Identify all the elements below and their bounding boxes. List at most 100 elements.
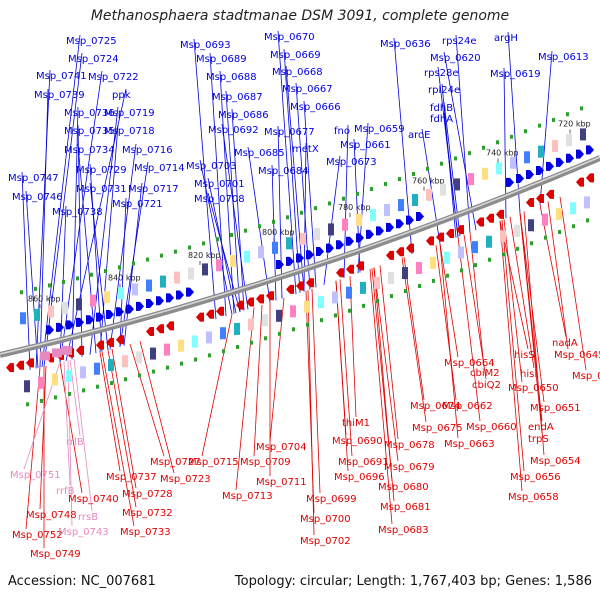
gene-label[interactable]: Msp_0651 bbox=[530, 403, 581, 414]
gene-label[interactable]: Msp_0724 bbox=[68, 54, 119, 65]
gene-label[interactable]: Msp_0716 bbox=[122, 145, 173, 156]
gene-label[interactable]: Msp_0683 bbox=[378, 525, 429, 536]
forward-gene-arrow[interactable] bbox=[316, 246, 324, 256]
gene-label[interactable]: Msp_0704 bbox=[256, 442, 307, 453]
gene-label[interactable]: Msp_0675 bbox=[412, 423, 463, 434]
forward-gene-arrow[interactable] bbox=[156, 296, 164, 306]
gene-label[interactable]: hisI bbox=[520, 369, 537, 380]
forward-gene-arrow[interactable] bbox=[186, 287, 194, 297]
gene-label[interactable]: fdhA bbox=[430, 114, 453, 125]
gene-label[interactable]: cbiQ2 bbox=[472, 380, 501, 391]
forward-gene-arrow[interactable] bbox=[96, 312, 104, 322]
gene-label[interactable]: Msp_0656 bbox=[510, 472, 561, 483]
forward-gene-arrow[interactable] bbox=[506, 177, 514, 187]
gene-label[interactable]: Msp_0645 bbox=[554, 350, 600, 361]
gene-label[interactable]: Msp_0749 bbox=[30, 549, 81, 560]
forward-gene-arrow[interactable] bbox=[376, 226, 384, 236]
gene-label[interactable]: Msp_0733 bbox=[120, 527, 171, 538]
gene-label[interactable]: Msp_0646 bbox=[572, 371, 600, 382]
gene-label[interactable]: Msp_0620 bbox=[430, 53, 481, 64]
reverse-gene-arrow[interactable] bbox=[486, 213, 494, 223]
gene-label[interactable]: Msp_0703 bbox=[186, 161, 237, 172]
gene-label[interactable]: Msp_0731 bbox=[76, 184, 127, 195]
gene-label[interactable]: Msp_0686 bbox=[218, 110, 269, 121]
forward-gene-arrow[interactable] bbox=[406, 215, 414, 225]
reverse-gene-arrow[interactable] bbox=[576, 177, 584, 187]
gene-label[interactable]: Msp_0739 bbox=[34, 90, 85, 101]
forward-gene-arrow[interactable] bbox=[106, 309, 114, 319]
forward-gene-arrow[interactable] bbox=[516, 173, 524, 183]
gene-label[interactable]: Msp_0718 bbox=[104, 126, 155, 137]
gene-label[interactable]: Msp_0715 bbox=[188, 457, 239, 468]
forward-gene-arrow[interactable] bbox=[386, 222, 394, 232]
gene-label[interactable]: fno bbox=[334, 126, 350, 137]
reverse-gene-arrow[interactable] bbox=[156, 324, 164, 334]
forward-gene-arrow[interactable] bbox=[146, 299, 154, 309]
reverse-gene-arrow[interactable] bbox=[346, 264, 354, 274]
gene-label[interactable]: rrfB bbox=[56, 486, 75, 497]
forward-gene-arrow[interactable] bbox=[76, 317, 84, 327]
forward-gene-arrow[interactable] bbox=[546, 161, 554, 171]
reverse-gene-arrow[interactable] bbox=[586, 173, 594, 183]
gene-label[interactable]: Msp_0708 bbox=[194, 194, 245, 205]
forward-gene-arrow[interactable] bbox=[346, 236, 354, 246]
reverse-gene-arrow[interactable] bbox=[26, 358, 34, 368]
gene-label[interactable]: thiM1 bbox=[342, 418, 370, 429]
gene-label[interactable]: Msp_0701 bbox=[194, 179, 245, 190]
forward-gene-arrow[interactable] bbox=[306, 250, 314, 260]
gene-label[interactable]: Msp_0662 bbox=[442, 401, 493, 412]
gene-label[interactable]: Msp_0709 bbox=[240, 457, 291, 468]
gene-label[interactable]: Msp_0728 bbox=[122, 489, 173, 500]
gene-label[interactable]: rps28e bbox=[424, 68, 459, 79]
reverse-gene-arrow[interactable] bbox=[76, 345, 84, 355]
gene-label[interactable]: Msp_0729 bbox=[76, 165, 127, 176]
gene-label[interactable]: Msp_0743 bbox=[58, 527, 109, 538]
forward-gene-arrow[interactable] bbox=[536, 165, 544, 175]
gene-label[interactable]: Msp_0719 bbox=[104, 108, 155, 119]
gene-label[interactable]: Msp_0751 bbox=[10, 470, 61, 481]
reverse-gene-arrow[interactable] bbox=[526, 197, 534, 207]
reverse-gene-arrow[interactable] bbox=[536, 193, 544, 203]
gene-label[interactable]: Msp_0737 bbox=[106, 472, 157, 483]
gene-label[interactable]: Msp_0691 bbox=[338, 457, 389, 468]
forward-gene-arrow[interactable] bbox=[176, 290, 184, 300]
gene-label[interactable]: fdhB bbox=[430, 103, 453, 114]
reverse-gene-arrow[interactable] bbox=[476, 217, 484, 227]
reverse-gene-arrow[interactable] bbox=[446, 228, 454, 238]
reverse-gene-arrow[interactable] bbox=[356, 261, 364, 271]
gene-label[interactable]: Msp_0711 bbox=[256, 477, 307, 488]
gene-label[interactable]: rpl24e bbox=[428, 85, 460, 96]
reverse-gene-arrow[interactable] bbox=[256, 294, 264, 304]
gene-label[interactable]: Msp_0722 bbox=[88, 72, 139, 83]
gene-label[interactable]: Msp_0738 bbox=[52, 207, 103, 218]
rna-gene-block[interactable] bbox=[40, 351, 50, 361]
gene-label[interactable]: ppk bbox=[112, 90, 131, 101]
reverse-gene-arrow[interactable] bbox=[406, 243, 414, 253]
gene-label[interactable]: Msp_0752 bbox=[12, 530, 63, 541]
gene-label[interactable]: Msp_0725 bbox=[66, 36, 117, 47]
forward-gene-arrow[interactable] bbox=[286, 256, 294, 266]
reverse-gene-arrow[interactable] bbox=[236, 300, 244, 310]
gene-label[interactable]: Msp_0685 bbox=[234, 148, 285, 159]
forward-gene-arrow[interactable] bbox=[276, 260, 284, 270]
gene-label[interactable]: Msp_0661 bbox=[340, 140, 391, 151]
forward-gene-arrow[interactable] bbox=[576, 149, 584, 159]
gene-label[interactable]: cbiM2 bbox=[470, 368, 500, 379]
gene-label[interactable]: Msp_0746 bbox=[12, 192, 63, 203]
gene-label[interactable]: Msp_0678 bbox=[384, 440, 435, 451]
gene-label[interactable]: Msp_0687 bbox=[212, 92, 263, 103]
gene-label[interactable]: Msp_0684 bbox=[258, 166, 309, 177]
forward-gene-arrow[interactable] bbox=[126, 304, 134, 314]
reverse-gene-arrow[interactable] bbox=[386, 250, 394, 260]
gene-label[interactable]: Msp_0679 bbox=[384, 462, 435, 473]
gene-label[interactable]: Msp_0674 bbox=[410, 401, 461, 412]
gene-label[interactable]: aroE bbox=[408, 130, 430, 141]
gene-label[interactable]: Msp_0673 bbox=[326, 157, 377, 168]
gene-label[interactable]: Msp_0747 bbox=[8, 173, 59, 184]
gene-label[interactable]: Msp_0713 bbox=[222, 491, 273, 502]
gene-label[interactable]: metX bbox=[292, 144, 319, 155]
reverse-gene-arrow[interactable] bbox=[106, 337, 114, 347]
gene-label[interactable]: Msp_0668 bbox=[272, 67, 323, 78]
gene-label[interactable]: Msp_0688 bbox=[206, 72, 257, 83]
forward-gene-arrow[interactable] bbox=[136, 301, 144, 311]
